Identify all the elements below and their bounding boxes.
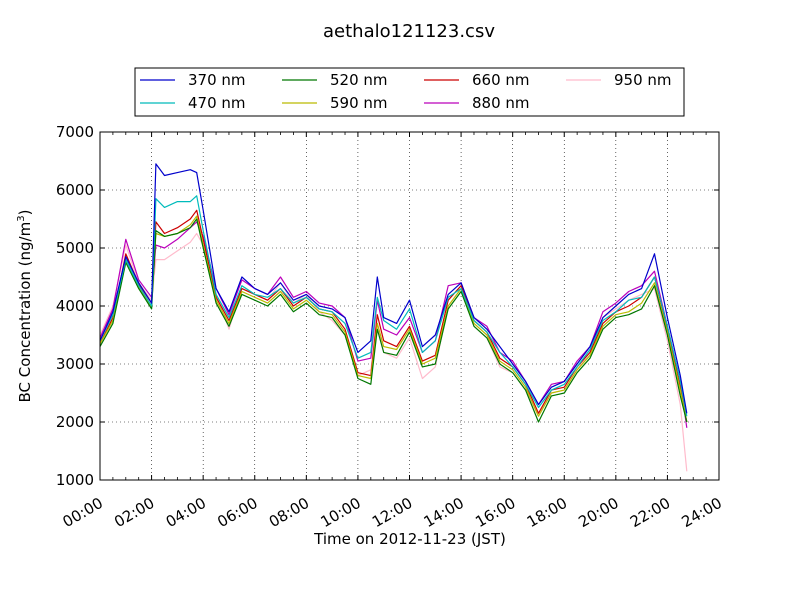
y-axis-label-main: BC Concentration (ng/m: [16, 222, 34, 403]
legend-box: [134, 67, 685, 117]
legend-entry-520-nm: 520 nm: [282, 71, 388, 89]
y-tick-labels: 1000 2000 3000 4000 5000 6000 7000: [56, 123, 94, 489]
y-tick-label: 5000: [56, 239, 94, 257]
legend-label: 950 nm: [614, 71, 672, 89]
legend-entry-590-nm: 590 nm: [282, 94, 388, 112]
series-layer: [99, 163, 688, 472]
series-line-370-nm: [99, 163, 688, 414]
series-line-520-nm: [99, 218, 688, 423]
legend-entry-950-nm: 950 nm: [566, 71, 672, 89]
series-line-470-nm: [99, 195, 688, 417]
series-line-660-nm: [99, 209, 688, 423]
legend-label: 590 nm: [330, 94, 388, 112]
y-tick-label: 3000: [56, 355, 94, 373]
legend-label: 660 nm: [472, 71, 530, 89]
y-tick-label: 4000: [56, 297, 94, 315]
y-tick-label: 2000: [56, 413, 94, 431]
y-tick-label: 1000: [56, 471, 94, 489]
legend: 370 nm 470 nm 520 nm 590 nm 660 nm 880 nm 950 …: [134, 67, 685, 117]
legend-label: 470 nm: [188, 94, 246, 112]
tick-layer: [99, 131, 720, 481]
y-axis-label-tail: ): [16, 210, 34, 216]
series-line-590-nm: [99, 215, 688, 423]
legend-label: 520 nm: [330, 71, 388, 89]
y-tick-label: 6000: [56, 181, 94, 199]
y-tick-label: 7000: [56, 123, 94, 141]
chart-title: aethalo121123.csv: [323, 21, 495, 42]
legend-label: 880 nm: [472, 94, 530, 112]
legend-entry-880-nm: 880 nm: [424, 94, 530, 112]
x-axis-label: Time on 2012-11-23 (JST): [313, 530, 506, 548]
y-axis-label-sup: 3: [16, 215, 27, 221]
legend-entry-660-nm: 660 nm: [424, 71, 530, 89]
legend-entry-470-nm: 470 nm: [140, 94, 246, 112]
legend-entry-370-nm: 370 nm: [140, 71, 246, 89]
legend-entries: 370 nm 470 nm 520 nm 590 nm 660 nm 880 nm 950 …: [140, 71, 672, 112]
legend-label: 370 nm: [188, 71, 246, 89]
y-axis-label: BC Concentration (ng/m3): [16, 210, 34, 403]
